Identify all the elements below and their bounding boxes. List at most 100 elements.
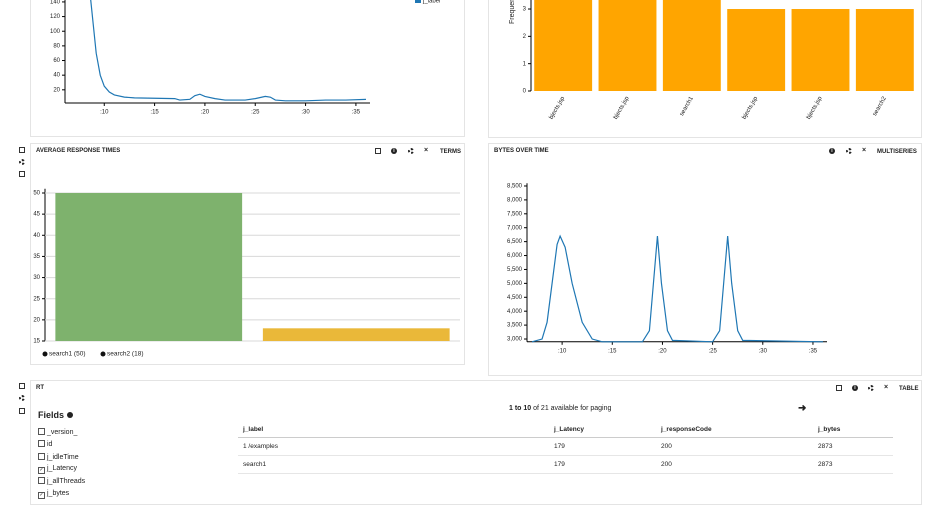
field: j_allThreads [38, 477, 85, 485]
checkbox[interactable] [38, 440, 45, 448]
close-icon[interactable]: × [423, 147, 429, 154]
y-tick-label: 60 [53, 58, 60, 64]
x-tick-label: search2 [872, 95, 888, 117]
close-icon[interactable]: × [883, 384, 889, 391]
x-tick-label: bjects.jsp [613, 95, 631, 120]
x-tick-label: :25 [708, 348, 717, 354]
x-tick-label: :30 [301, 110, 310, 116]
bar [855, 9, 914, 91]
panel-mode[interactable]: MULTISERIES [877, 149, 917, 155]
cell: 179 [554, 443, 565, 450]
bar [534, 0, 593, 92]
panel-mode[interactable]: TERMS [440, 149, 461, 155]
sidebar-icon[interactable] [19, 147, 25, 153]
y-tick-label: 3 [523, 7, 527, 13]
y-tick-label: 80 [53, 43, 60, 49]
x-tick-label: bjects.jsp [742, 95, 760, 120]
x-tick-label: :30 [759, 348, 768, 354]
y-tick-label: 5,000 [507, 281, 523, 287]
field: j_idleTime [38, 452, 79, 461]
info-icon[interactable]: i [391, 148, 397, 154]
field-name: _version_ [47, 429, 78, 436]
x-tick-label: bjects.jsp [806, 95, 824, 120]
field-name: id [47, 441, 53, 449]
y-tick-label: 15 [33, 339, 40, 345]
column-header: j_label [243, 426, 264, 433]
bar [55, 192, 243, 341]
info-icon[interactable] [66, 412, 73, 418]
x-tick-label: :15 [150, 110, 159, 116]
checkbox[interactable] [38, 452, 45, 460]
y-tick-label: 5,500 [507, 267, 523, 273]
y-tick-label: 7,000 [507, 225, 523, 231]
bar [662, 0, 721, 92]
x-tick-label: :35 [809, 348, 818, 354]
y-tick-label: 6,000 [507, 253, 523, 259]
cell: 200 [661, 461, 672, 468]
bar [598, 0, 657, 92]
y-tick-label: 50 [33, 191, 40, 197]
bar [262, 328, 450, 341]
y-tick-label: 8,500 [507, 184, 523, 190]
y-tick-label: 3,500 [507, 323, 523, 329]
cell: search1 [243, 461, 267, 468]
y-tick-label: 4,000 [507, 309, 523, 315]
sidebar-icon[interactable] [19, 383, 25, 389]
y-tick-label: 45 [33, 212, 40, 218]
y-tick-label: 100 [50, 29, 61, 35]
y-tick-label: 20 [53, 87, 60, 93]
legend-dot [100, 351, 106, 357]
fields-heading: Fields [38, 410, 73, 420]
save-icon[interactable] [375, 148, 381, 154]
y-tick-label: 1 [523, 61, 527, 67]
sidebar-icon[interactable] [19, 395, 25, 401]
y-tick-label: 0 [523, 89, 527, 95]
checkbox[interactable]: ✓ [38, 466, 45, 474]
sidebar-icon[interactable] [19, 408, 25, 414]
y-tick-label: 40 [33, 233, 40, 239]
column-header: j_responseCode [661, 426, 712, 433]
row-rule [238, 455, 893, 456]
sidebar-icon[interactable] [19, 171, 25, 177]
next-page[interactable]: ➜ [798, 403, 807, 414]
legend-swatch [415, 0, 421, 3]
x-tick-label: :20 [201, 110, 210, 116]
checkbox[interactable] [38, 477, 45, 485]
settings-icon[interactable] [846, 148, 852, 154]
field-name: j_allThreads [47, 478, 86, 486]
column-header: j_Latency [554, 426, 584, 433]
header-rule [238, 437, 893, 438]
row-rule [238, 473, 893, 474]
x-tick-label: search1 [679, 95, 695, 117]
panel-hits [30, 0, 465, 137]
bar [727, 9, 786, 91]
legend-dot [42, 351, 48, 357]
field-name: j_bytes [47, 489, 70, 497]
save-icon[interactable] [836, 385, 842, 391]
y-tick-label: 4,500 [507, 295, 523, 301]
x-tick-label: :25 [251, 110, 260, 116]
field-name: j_idleTime [47, 453, 79, 461]
x-tick-label: :10 [100, 110, 109, 116]
close-icon[interactable]: × [861, 147, 867, 154]
settings-icon[interactable] [868, 385, 874, 391]
panel-rt: RT i × TABLE Fields _version_ id j_idleTim… [30, 380, 922, 505]
y-axis-label: Frequency [509, 0, 516, 24]
info-icon[interactable]: i [852, 385, 858, 391]
field: _version_ [38, 428, 77, 436]
y-tick-label: 7,500 [507, 211, 523, 217]
y-tick-label: 8,000 [507, 197, 523, 203]
legend-label: search2 (18) [107, 351, 144, 358]
sidebar-icon[interactable] [19, 159, 25, 165]
x-tick-label: :20 [658, 348, 667, 354]
checkbox[interactable] [38, 428, 45, 435]
panel-mode[interactable]: TABLE [899, 386, 919, 392]
x-tick-label: :10 [558, 348, 567, 354]
y-tick-label: 140 [50, 0, 61, 6]
info-icon[interactable]: i [829, 148, 835, 154]
y-tick-label: 6,500 [507, 239, 523, 245]
settings-icon[interactable] [408, 148, 414, 154]
line [90, 0, 366, 102]
legend-label: j_label [422, 0, 440, 5]
